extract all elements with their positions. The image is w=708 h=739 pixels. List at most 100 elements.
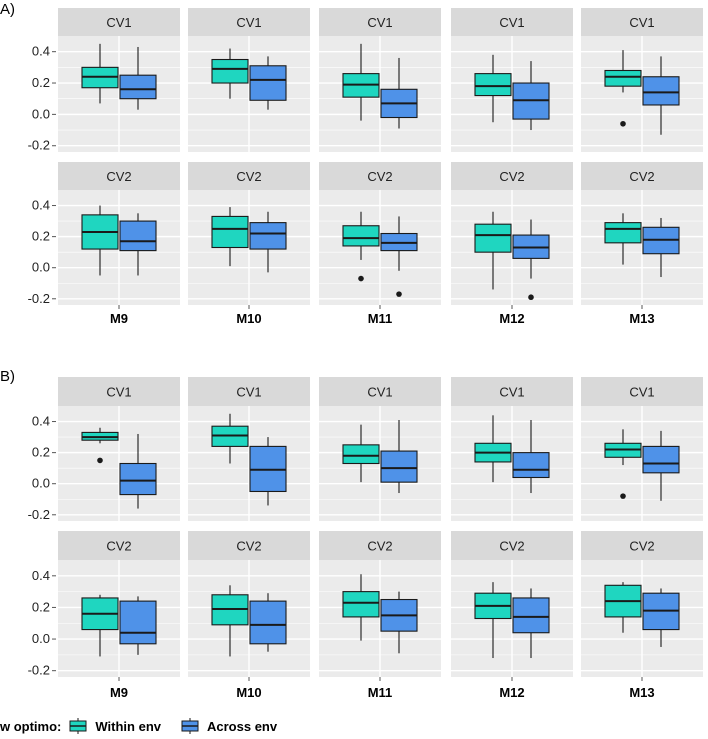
facet-strip-label: CV2: [106, 539, 131, 554]
y-tick-label: 0.0: [32, 106, 50, 121]
box-m12-cv1-within-env: [474, 415, 512, 483]
box-m12-cv1-across-env: [512, 419, 550, 494]
box-m12-cv2-across-env: [512, 219, 550, 301]
facet-strip: [451, 8, 573, 36]
box-body: [342, 444, 380, 465]
box-m11-cv2-within-env: [342, 574, 380, 641]
figure-panel-a: A) 0.4 0.2 0.0 -0.2 CV1 CV1 CV1 CV1 CV1 0.4 0.2 0.0 -…: [0, 1, 703, 326]
legend-label-within-env: Within env: [95, 718, 161, 734]
facet-strip-label: CV1: [367, 15, 392, 30]
y-tick-label: -0.2: [28, 663, 50, 678]
facet-strip: [581, 8, 703, 36]
box-m10-cv2-within-env: [211, 207, 249, 267]
box-body: [119, 74, 157, 100]
box-m10-cv1-within-env: [211, 413, 249, 464]
box-m12-cv2-within-env: [474, 582, 512, 659]
box-m9-cv1-within-env: [81, 43, 119, 104]
box-m11-cv2-across-env: [380, 216, 418, 297]
x-tick-label: M13: [629, 685, 654, 700]
box-m10-cv2-across-env: [249, 211, 287, 273]
box-m11-cv1-across-env: [380, 57, 418, 129]
figure-panel-b: B) 0.4 0.2 0.0 -0.2 CV1 CV1 CV1 CV1 CV1 0.4 0.2 0.0 -…: [0, 368, 703, 700]
facet-strip: [58, 162, 180, 190]
box-m10-cv1-across-env: [249, 56, 287, 110]
box-m13-cv2-across-env: [642, 217, 680, 278]
box-body: [474, 223, 512, 253]
facet-strip-label: CV2: [499, 169, 524, 184]
box-m13-cv1-across-env: [642, 430, 680, 501]
facet-strip-label: CV1: [629, 385, 654, 400]
box-body: [642, 445, 680, 474]
box-body: [604, 69, 642, 87]
legend-key-within-env: [69, 718, 87, 734]
x-tick-label: M10: [236, 685, 261, 700]
box-body: [211, 58, 249, 84]
y-tick-label: 0.4: [32, 198, 50, 213]
box-m12-cv1-across-env: [512, 61, 550, 131]
box-m13-cv2-across-env: [642, 588, 680, 647]
box-m12-cv2-across-env: [512, 588, 550, 659]
facet-strip: [58, 531, 180, 560]
legend-title: w optimo:: [0, 718, 62, 734]
legend-label-across-env: Across env: [207, 718, 278, 734]
y-tick-label: 0.2: [32, 599, 50, 614]
facet-strip-label: CV1: [499, 385, 524, 400]
box-m10-cv1-within-env: [211, 48, 249, 99]
box-m10-cv2-across-env: [249, 593, 287, 652]
y-tick-label: 0.0: [32, 476, 50, 491]
facet-strip: [451, 162, 573, 190]
facet-strip-label: CV2: [629, 169, 654, 184]
outlier-point: [528, 294, 534, 301]
facet-strip: [581, 162, 703, 190]
facet-strip: [58, 377, 180, 406]
box-m13-cv2-within-env: [604, 582, 642, 633]
x-tick-label: M9: [110, 685, 128, 700]
facet-strip-label: CV2: [367, 539, 392, 554]
box-body: [249, 222, 287, 250]
facet-strip: [188, 377, 310, 406]
facet-strip-label: CV1: [236, 385, 261, 400]
box-m9-cv1-within-env: [81, 427, 119, 464]
legend-item-within-env: Within env: [67, 718, 161, 734]
box-m11-cv1-within-env: [342, 424, 380, 483]
legend-item-across-env: Across env: [179, 718, 277, 734]
x-tick-label: M9: [110, 311, 128, 326]
y-tick-label: 0.4: [32, 44, 50, 59]
facet-strip-label: CV2: [367, 169, 392, 184]
box-body: [342, 225, 380, 247]
box-body: [380, 450, 418, 483]
facet-strip-label: CV2: [499, 539, 524, 554]
box-body: [119, 600, 157, 645]
x-tick-label: M11: [368, 311, 393, 326]
facet-strip: [319, 531, 441, 560]
y-tick-label: 0.2: [32, 75, 50, 90]
box-body: [249, 65, 287, 101]
y-tick-label: 0.4: [32, 414, 50, 429]
outlier-point: [620, 493, 626, 499]
facet-strip: [451, 531, 573, 560]
y-tick-label: -0.2: [28, 138, 50, 153]
box-body: [474, 73, 512, 97]
facet-strip-label: CV2: [236, 539, 261, 554]
facet-strip: [581, 531, 703, 560]
figure-label: B): [0, 368, 15, 385]
facet-strip: [319, 8, 441, 36]
facet-strip-label: CV2: [629, 539, 654, 554]
facet-strip-label: CV2: [106, 169, 131, 184]
facet-strip: [581, 377, 703, 406]
y-tick-label: -0.2: [28, 291, 50, 306]
outlier-point: [358, 275, 364, 282]
box-m13-cv1-within-env: [604, 429, 642, 499]
facet-strip-label: CV2: [236, 169, 261, 184]
box-body: [642, 76, 680, 106]
facet-strip: [58, 8, 180, 36]
box-body: [119, 220, 157, 252]
facet-strip-label: CV1: [106, 15, 131, 30]
boxplot-chart: A) 0.4 0.2 0.0 -0.2 CV1 CV1 CV1 CV1 CV1 0.4 0.2 0.0 -…: [0, 1, 703, 700]
y-tick-label: 0.0: [32, 260, 50, 275]
figure-label: A): [0, 1, 15, 18]
facet-strip: [188, 8, 310, 36]
facet-strip: [319, 162, 441, 190]
x-tick-label: M10: [236, 311, 261, 326]
facet-strip-label: CV1: [499, 15, 524, 30]
